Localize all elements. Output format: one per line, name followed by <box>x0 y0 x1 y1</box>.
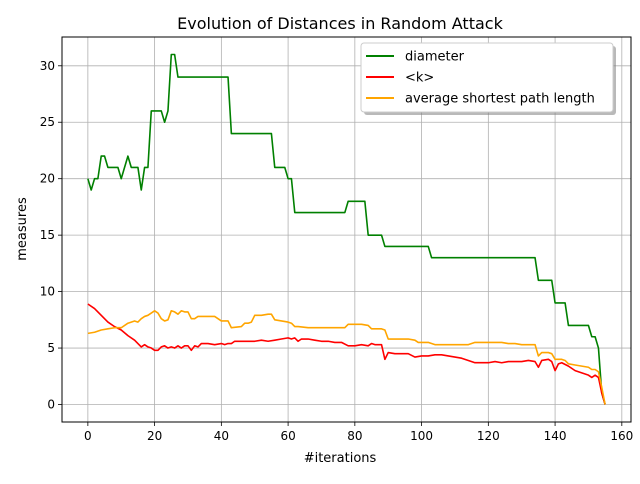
y-tick-label: 10 <box>40 285 55 299</box>
y-tick-label: 15 <box>40 228 55 242</box>
axis-ticks: 0 20 40 60 80 100 120 140 160 0 5 10 15 20 25 30 <box>40 59 634 443</box>
x-tick-label: 140 <box>544 429 567 443</box>
series-layer <box>87 53 606 405</box>
legend-label: average shortest path length <box>405 92 595 107</box>
y-tick-label: 25 <box>40 115 55 129</box>
y-tick-label: 20 <box>40 172 55 186</box>
legend-box <box>360 42 614 113</box>
legend-label: diameter <box>405 50 465 65</box>
series-line <box>87 309 606 405</box>
y-tick-label: 30 <box>40 59 55 73</box>
x-tick-label: 100 <box>410 429 433 443</box>
series-line <box>87 303 606 405</box>
legend: diameter <k> average shortest path length <box>360 42 616 115</box>
legend-label: <k> <box>405 71 434 86</box>
x-tick-label: 60 <box>280 429 295 443</box>
x-tick-label: 160 <box>610 429 633 443</box>
y-axis-label: measures <box>15 197 30 261</box>
chart-title: Evolution of Distances in Random Attack <box>177 14 503 33</box>
x-tick-label: 40 <box>214 429 229 443</box>
x-tick-label: 20 <box>147 429 162 443</box>
x-tick-label: 120 <box>477 429 500 443</box>
y-tick-label: 5 <box>47 341 55 355</box>
plot-frame <box>61 36 632 423</box>
y-tick-label: 0 <box>47 398 55 412</box>
series-line <box>87 53 606 405</box>
x-tick-label: 0 <box>84 429 92 443</box>
x-tick-label: 80 <box>347 429 362 443</box>
x-axis-label: #iterations <box>304 451 377 466</box>
